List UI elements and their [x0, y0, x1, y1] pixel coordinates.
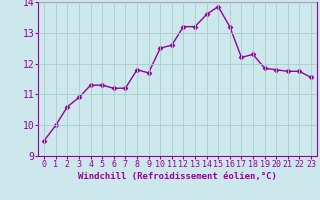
- X-axis label: Windchill (Refroidissement éolien,°C): Windchill (Refroidissement éolien,°C): [78, 172, 277, 181]
